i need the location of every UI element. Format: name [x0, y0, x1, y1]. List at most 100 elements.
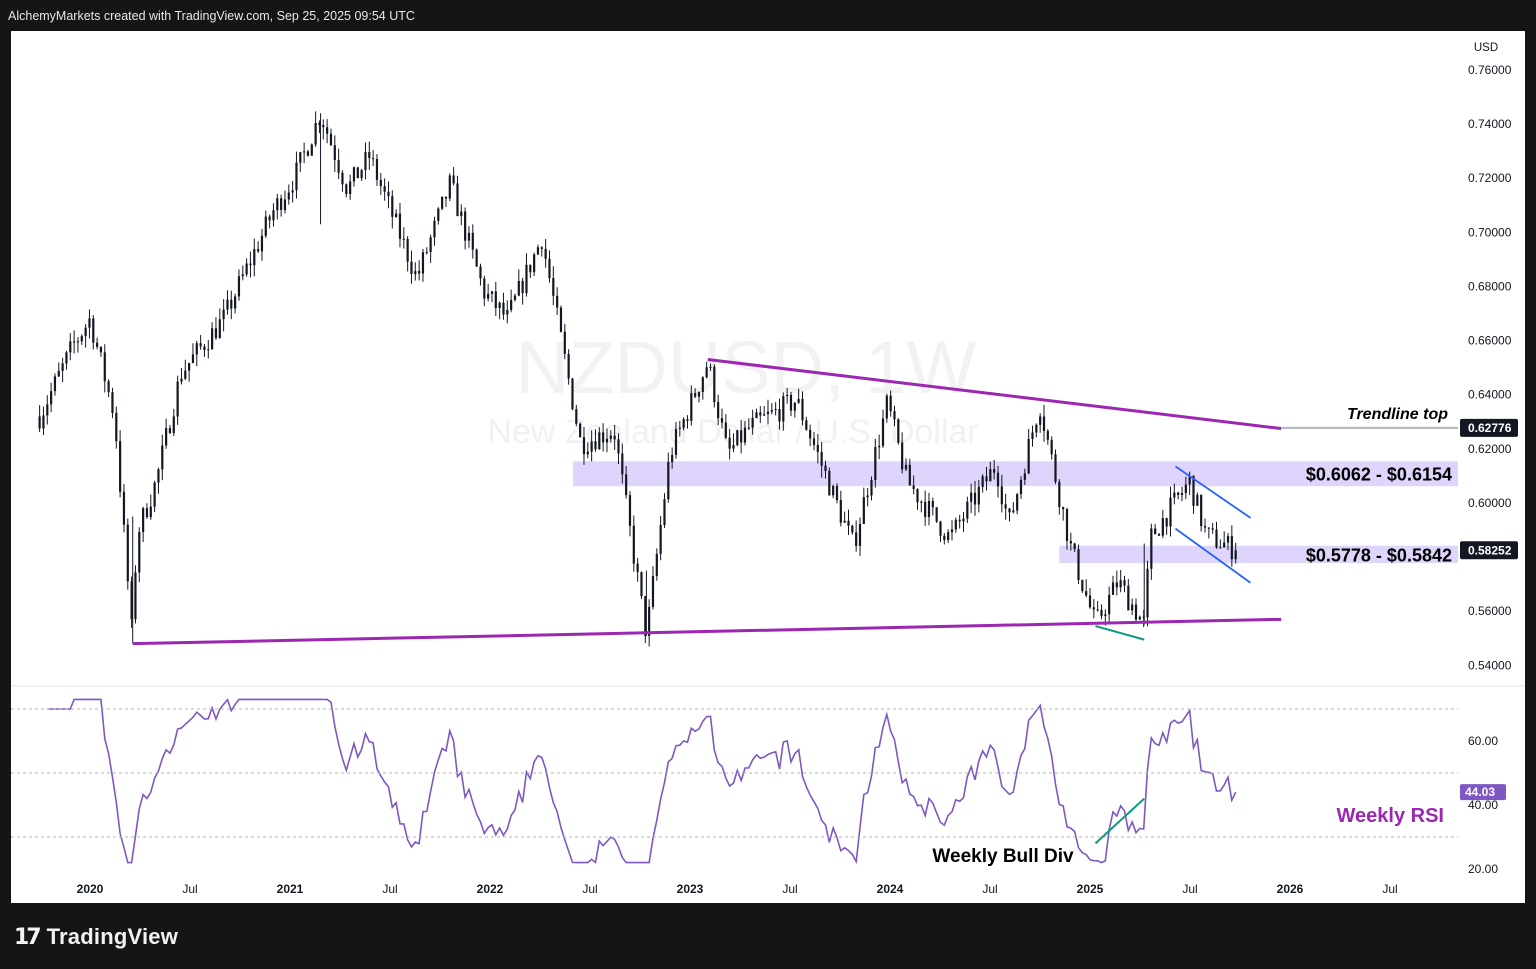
- candle-body: [897, 419, 900, 443]
- candle-body: [1146, 568, 1149, 618]
- chart-panel[interactable]: NZDUSD, 1W New Zealand Dollar / U.S. Dol…: [11, 31, 1525, 903]
- time-tick: 2025: [1077, 882, 1104, 896]
- candle-body: [379, 179, 382, 187]
- price-tick: 0.76000: [1468, 63, 1512, 77]
- candle-body: [1184, 484, 1187, 494]
- candle-body: [1104, 614, 1107, 616]
- candle-body: [506, 310, 509, 315]
- drawings-layer: Trendline top $0.6062 - $0.6154 $0.5778 - …: [132, 358, 1458, 867]
- candle-body: [793, 402, 796, 411]
- candle-body: [908, 464, 911, 486]
- candle-body: [237, 276, 241, 297]
- candle-body: [322, 124, 325, 128]
- candle-body: [1100, 609, 1103, 616]
- time-tick: 2022: [477, 882, 504, 896]
- candle-body: [1085, 591, 1088, 596]
- candle-body: [226, 299, 229, 310]
- candle-body: [372, 158, 375, 160]
- candle-body: [724, 422, 727, 438]
- candle-body: [885, 395, 888, 419]
- candle-body: [559, 307, 563, 332]
- candle-body: [1119, 580, 1122, 588]
- time-tick: 2023: [677, 882, 704, 896]
- candle-body: [1203, 526, 1207, 528]
- candle-body: [648, 606, 651, 636]
- candle-body: [1000, 486, 1003, 505]
- candle-body: [329, 133, 333, 146]
- candle-body: [935, 507, 938, 522]
- price-tick: 0.54000: [1468, 658, 1512, 672]
- candle-body: [621, 453, 624, 475]
- candle-body: [456, 183, 459, 217]
- candle-body: [743, 427, 747, 443]
- candle-body: [69, 341, 72, 353]
- candle-body: [333, 145, 336, 161]
- candle-body: [168, 428, 172, 434]
- candle-body: [590, 441, 593, 452]
- candle-body: [1177, 492, 1180, 495]
- candle-body: [1081, 579, 1084, 592]
- candle-body: [1188, 475, 1191, 485]
- candle-body: [552, 278, 555, 296]
- candle-body: [1073, 543, 1076, 550]
- candle-body: [671, 454, 674, 462]
- candle-body: [540, 247, 543, 249]
- candle-body: [728, 437, 731, 449]
- candle-body: [483, 278, 486, 299]
- tradingview-logo-icon: 17: [14, 924, 42, 950]
- candle-body: [368, 151, 371, 159]
- candle-body: [61, 363, 64, 371]
- candle-body: [1226, 536, 1230, 543]
- candle-body: [632, 525, 635, 564]
- candle-body: [38, 416, 41, 429]
- candle-body: [536, 247, 540, 255]
- rsi-pane: [11, 698, 1458, 865]
- candle-body: [1054, 454, 1057, 482]
- candle-body: [705, 367, 708, 378]
- candle-body: [970, 492, 973, 502]
- time-tick: Jul: [1382, 882, 1397, 896]
- nzdusd-chart[interactable]: NZDUSD, 1W New Zealand Dollar / U.S. Dol…: [11, 31, 1525, 903]
- candle-body: [1031, 432, 1034, 439]
- candle-body: [287, 192, 290, 200]
- candle-body: [433, 220, 436, 238]
- candle-body: [103, 352, 106, 382]
- candle-body: [510, 299, 513, 311]
- candle-body: [253, 249, 256, 266]
- candle-body: [893, 411, 896, 420]
- candle-body: [686, 419, 689, 421]
- candle-body: [410, 261, 413, 275]
- candle-body: [1035, 424, 1038, 433]
- candle-body: [1111, 582, 1115, 595]
- candle-body: [812, 438, 816, 445]
- candle-body: [475, 249, 478, 267]
- candle-body: [774, 409, 777, 411]
- candle-body: [80, 336, 83, 342]
- candle-body: [694, 393, 697, 397]
- candle-body: [310, 144, 313, 156]
- candle-body: [418, 270, 421, 274]
- candle-body: [299, 152, 302, 163]
- candle-body: [1154, 528, 1157, 535]
- candle-body: [644, 596, 647, 636]
- candle-body: [157, 469, 160, 483]
- candle-body: [471, 232, 474, 250]
- candle-body: [1077, 549, 1080, 580]
- candle-body: [667, 461, 670, 500]
- candle-body: [490, 291, 494, 294]
- candle-body: [467, 232, 471, 241]
- candle-body: [1127, 585, 1130, 611]
- candle-body: [843, 520, 846, 523]
- candle-body: [360, 170, 363, 179]
- rsi-value: 44.03: [1465, 785, 1495, 799]
- rsi-line: [47, 698, 1237, 865]
- candle-body: [107, 381, 110, 393]
- candle-body: [53, 376, 57, 392]
- candle-body: [295, 162, 298, 191]
- candle-body: [977, 486, 980, 505]
- candle-body: [1096, 609, 1099, 611]
- weekly-rsi-label: Weekly RSI: [1337, 805, 1444, 827]
- tradingview-logo[interactable]: 17 TradingView: [14, 922, 178, 952]
- time-tick: 2026: [1277, 882, 1304, 896]
- price-tick: 0.74000: [1468, 117, 1512, 131]
